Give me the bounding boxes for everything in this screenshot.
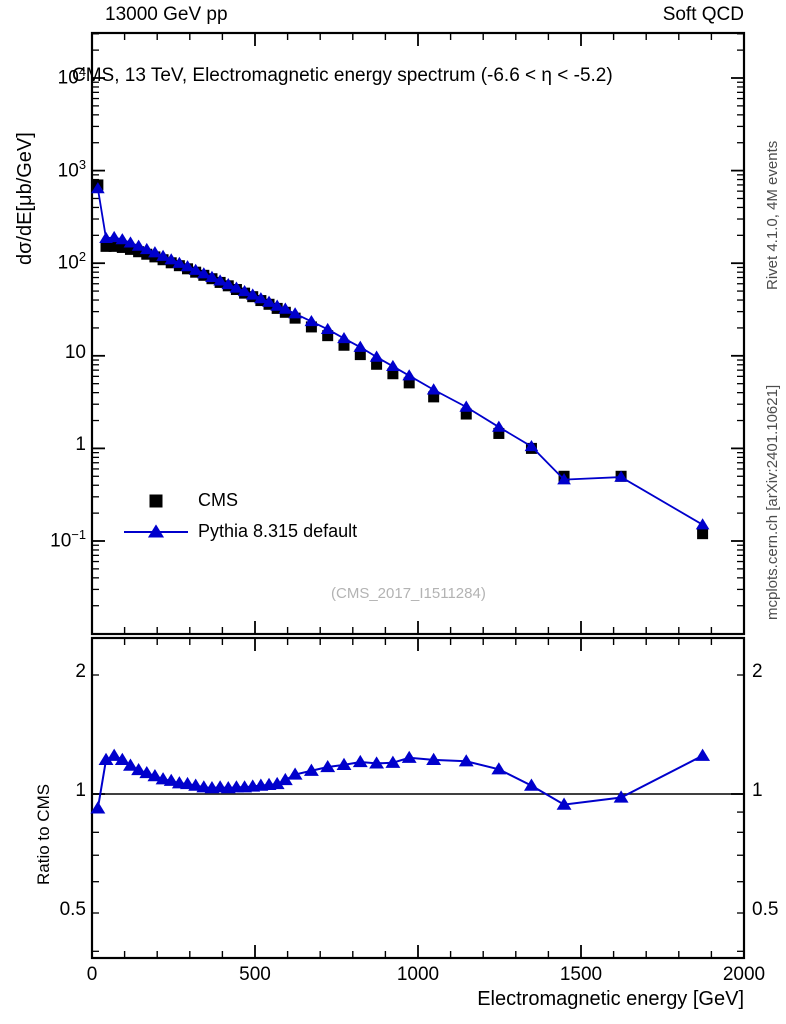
ratio-ytick-left-2: 0.5 [59,899,86,920]
legend-label-1: Pythia 8.315 default [198,521,358,541]
main-ytick-3: 10 [64,341,86,363]
analysis-id-watermark: (CMS_2017_I1511284) [331,585,486,602]
ratio-ytick-right-2: 0.5 [752,899,779,920]
ratio-ytick-right-0: 2 [752,661,763,682]
main-ytick-1: 103 [57,156,86,181]
ratio-ytick-right-1: 1 [752,780,763,801]
xtick-1: 500 [239,964,271,985]
xtick-2: 1000 [396,964,440,985]
main-ytick-4: 1 [75,434,86,456]
legend-label-0: CMS [198,490,238,510]
ratio-ytick-left-1: 1 [75,780,86,801]
xtick-0: 0 [86,964,98,985]
main-plot-series [91,179,710,540]
ratio-plot-frame [90,636,746,960]
xtick-4: 2000 [722,964,766,985]
plot-title: CMS, 13 TeV, Electromagnetic energy spec… [72,65,613,86]
xtick-3: 1500 [559,964,603,985]
header-left-beam: 13000 GeV pp [105,4,228,25]
main-ytick-0: 104 [57,64,86,89]
x-axis-label: Electromagnetic energy [GeV] [477,988,744,1010]
legend-markers [124,494,188,538]
main-plot-frame [90,31,746,636]
ratio-plot-series [90,748,711,814]
header-right-category: Soft QCD [662,4,744,25]
ratio-ytick-left-0: 2 [75,661,86,682]
main-ytick-2: 102 [57,249,86,274]
main-ytick-5: 10−1 [50,527,86,552]
